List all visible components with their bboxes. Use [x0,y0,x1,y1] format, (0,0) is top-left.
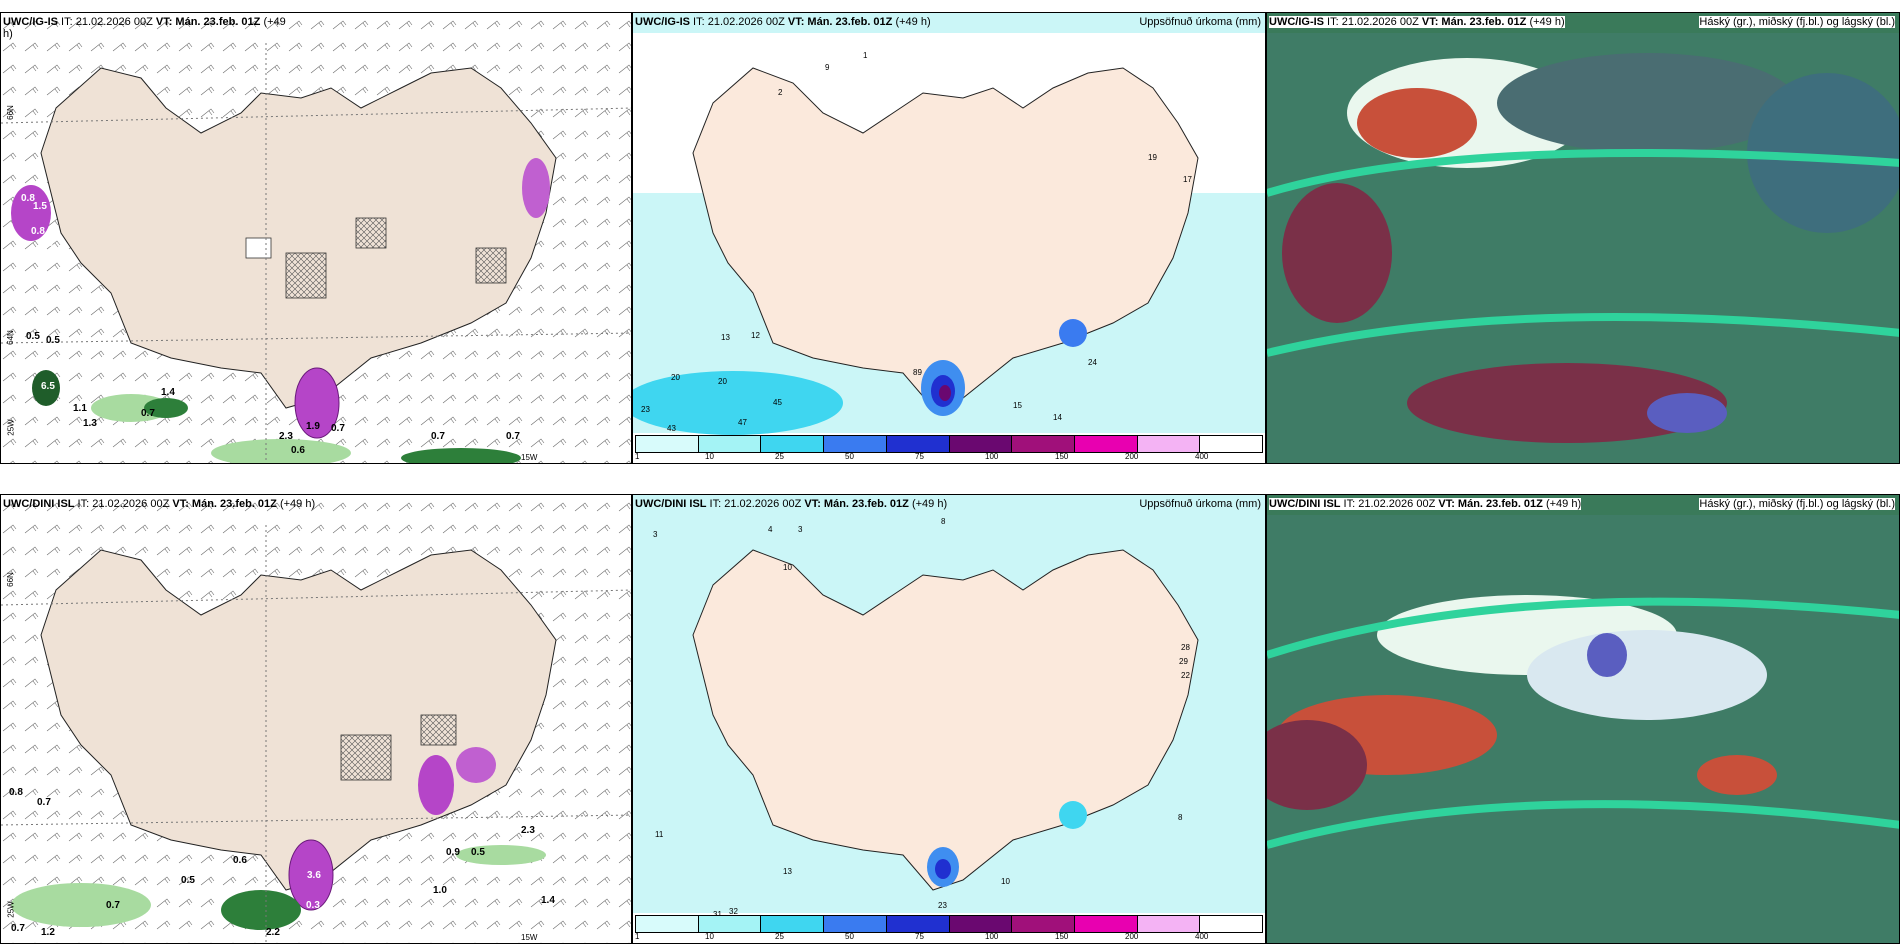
precip-value: 19 [1148,153,1157,162]
panel-cloud-dini: UWC/DINI ISL IT: 21.02.2026 00Z VT: Mán.… [1266,494,1900,944]
precip-value: 9 [825,63,830,72]
wind-value: 0.7 [11,923,25,934]
precip-colorbar [635,915,1263,933]
precip-value: 15 [1013,401,1022,410]
precip-value: 1 [863,51,868,60]
precip-value: 4 [768,525,773,534]
wind-value: 0.9 [446,847,460,858]
precip-value: 20 [671,373,680,382]
precip-value: 89 [913,368,922,377]
precip-value: 28 [1181,643,1190,652]
wind-value: 0.6 [233,855,247,866]
iceland-landmass [40,67,557,409]
wind-value: 1.5 [33,201,47,212]
panel-precip-dini: UWC/DINI ISL IT: 21.02.2026 00Z VT: Mán.… [632,494,1266,944]
wind-value: 1.4 [541,895,555,906]
wind-value: 0.7 [106,900,120,911]
precip-value: 14 [1053,413,1062,422]
panel-title: UWC/IG-IS IT: 21.02.2026 00Z VT: Mán. 23… [635,16,931,28]
wind-value: 0.3 [39,238,53,249]
lon-label: 25W [6,419,16,436]
wind-map [1,13,631,463]
wind-value: 0.7 [37,797,51,808]
wind-value: 0.8 [9,787,23,798]
lon-label: 15W [521,453,538,462]
lon-label: 25W [6,901,16,918]
panel-wind-igis: UWC/IG-IS IT: 21.02.2026 00Z VT: Mán. 23… [0,12,632,464]
precip-value: 29 [1179,657,1188,666]
wind-value: 0.5 [46,335,60,346]
precip-value: 13 [783,867,792,876]
wind-map [1,495,631,943]
precip-value: 43 [667,424,676,433]
panel-title: UWC/DINI ISL IT: 21.02.2026 00Z VT: Mán.… [3,498,316,510]
wind-value: 0.8 [31,226,45,237]
lat-label: 66N [5,572,15,587]
precip-value: 10 [783,563,792,572]
precip-value: 8 [941,517,946,526]
precip-value: 32 [729,907,738,916]
wind-value: 0.7 [141,408,155,419]
wind-value: 3.6 [307,870,321,881]
panel-subtitle: Háský (gr.), miðský (fj.bl.) og lágský (… [1699,498,1895,510]
wind-value: 0.5 [26,331,40,342]
cloud-map [1267,515,1899,943]
panel-title: UWC/DINI ISL IT: 21.02.2026 00Z VT: Mán.… [1269,498,1582,510]
precip-value: 11 [655,830,664,839]
precip-value: 8 [1178,813,1183,822]
wind-value: 6.5 [41,381,55,392]
precip-value: 23 [938,901,947,910]
panel-subtitle: Háský (gr.), miðský (fj.bl.) og lágský (… [1699,16,1895,28]
precip-value: 17 [1183,175,1192,184]
wind-value: 0.5 [471,847,485,858]
wind-value: 0.3 [306,900,320,911]
wind-value: 1.2 [41,927,55,938]
precip-value: 23 [641,405,650,414]
wind-value: 0.6 [291,445,305,456]
panel-cloud-igis: UWC/IG-IS IT: 21.02.2026 00Z VT: Mán. 23… [1266,12,1900,464]
precip-value: 24 [1088,358,1097,367]
precip-value: 2 [778,88,783,97]
precip-value: 31 [713,910,722,919]
wind-value: 2.3 [521,825,535,836]
precip-map [633,13,1265,435]
precip-colorbar [635,435,1263,453]
panel-subtitle: Uppsöfnuð úrkoma (mm) [1139,16,1261,28]
wind-value: 2.2 [266,927,280,938]
colorbar-labels: 1 10 25 50 75 100 150 200 400 [635,932,1209,941]
wind-value: 0.5 [181,875,195,886]
panel-subtitle: Uppsöfnuð úrkoma (mm) [1139,498,1261,510]
wind-value: 1.4 [161,387,175,398]
panel-precip-igis: UWC/IG-IS IT: 21.02.2026 00Z VT: Mán. 23… [632,12,1266,464]
panel-title: UWC/IG-IS IT: 21.02.2026 00Z VT: Mán. 23… [1269,16,1565,28]
wind-value: 1.9 [306,421,320,432]
precip-value: 12 [751,331,760,340]
precip-value: 45 [773,398,782,407]
wind-value: 0.8 [21,193,35,204]
precip-value: 3 [798,525,803,534]
colorbar-labels: 1 10 25 50 75 100 150 200 400 [635,452,1209,461]
wind-value: 1.1 [73,403,87,414]
lat-label: 66N [5,105,15,120]
lat-label: 64N [5,330,15,345]
precip-value: 47 [738,418,747,427]
wind-value: 1.0 [433,885,447,896]
precip-value: 22 [1181,671,1190,680]
precip-value: 10 [1001,877,1010,886]
lon-label: 15W [521,933,538,942]
wind-value: 2.3 [279,431,293,442]
wind-value: 0.7 [431,431,445,442]
precip-value: 13 [721,333,730,342]
cloud-map [1267,33,1899,463]
wind-value: 1.3 [83,418,97,429]
wind-value: 0.7 [506,431,520,442]
precip-value: 3 [653,530,658,539]
precip-value: 20 [718,377,727,386]
precip-map [633,495,1265,913]
panel-title: UWC/DINI ISL IT: 21.02.2026 00Z VT: Mán.… [635,498,948,510]
panel-title: UWC/IG-IS IT: 21.02.2026 00Z VT: Mán. 23… [3,16,286,40]
panel-wind-dini: UWC/DINI ISL IT: 21.02.2026 00Z VT: Mán.… [0,494,632,944]
wind-value: 0.7 [331,423,345,434]
